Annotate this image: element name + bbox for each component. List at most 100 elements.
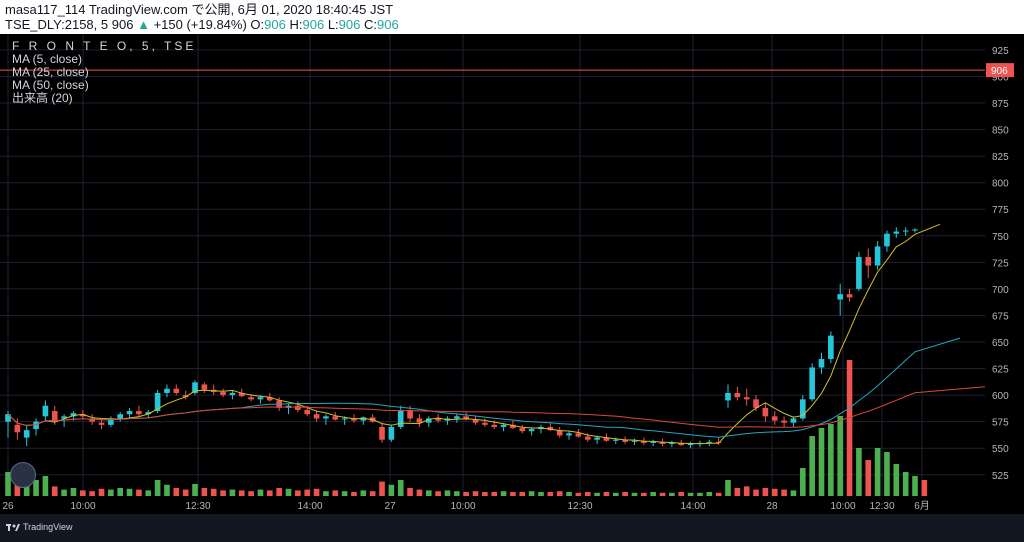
candle-body xyxy=(454,416,460,419)
volume-bar xyxy=(753,489,759,496)
close-label: C: xyxy=(363,17,377,32)
candle-body xyxy=(98,422,105,425)
volume-bar xyxy=(360,490,367,496)
volume-bar xyxy=(267,490,273,496)
volume-bar xyxy=(229,489,236,496)
volume-bar xyxy=(538,492,544,496)
candle-body xyxy=(23,430,30,438)
candle-body xyxy=(771,416,778,421)
candle-body xyxy=(715,441,722,443)
candle-body xyxy=(594,437,600,440)
candle-body xyxy=(725,392,731,401)
volume-bar xyxy=(641,492,647,496)
legend-volume[interactable]: 出来高 (20) xyxy=(12,91,73,105)
candle-body xyxy=(257,397,264,400)
volume-bar xyxy=(697,492,703,496)
up-arrow-icon: ▲ xyxy=(137,17,150,32)
volume-bar xyxy=(603,492,610,496)
volume-bar xyxy=(725,480,731,496)
y-tick-label: 825 xyxy=(992,152,1009,163)
volume-bar xyxy=(584,492,591,496)
candle-body xyxy=(556,430,563,436)
candle-body xyxy=(734,392,741,398)
volume-bar xyxy=(61,489,67,496)
y-tick-label: 675 xyxy=(992,311,1009,322)
candle-body xyxy=(884,233,890,247)
candle-body xyxy=(650,441,656,443)
volume-bar xyxy=(491,492,498,496)
volume-bar xyxy=(846,360,853,496)
candle-body xyxy=(893,231,900,234)
candle-body xyxy=(528,429,535,432)
candle-body xyxy=(267,397,273,401)
candle-body xyxy=(295,405,301,410)
candle-body xyxy=(388,426,395,440)
close-value: 906 xyxy=(376,17,399,32)
candle-body xyxy=(248,397,254,400)
volume-bar xyxy=(762,488,769,496)
volume-bar xyxy=(528,491,535,496)
legend-title: F R O N T E O, 5, TSE xyxy=(12,39,197,53)
candle-body xyxy=(61,416,67,419)
volume-bar xyxy=(33,480,39,496)
chart-background xyxy=(0,34,1024,514)
candle-body xyxy=(659,441,666,444)
volume-bar xyxy=(136,489,142,496)
candle-body xyxy=(743,397,750,400)
volume-bar xyxy=(463,492,469,496)
x-tick-label: 10:00 xyxy=(830,501,855,512)
candle-body xyxy=(164,388,170,393)
volume-bar xyxy=(192,484,198,496)
x-tick-label: 14:00 xyxy=(297,501,322,512)
candlestick-chart[interactable]: 925 900 875 850 825 800 775 750 725 700 675 650 625 6… xyxy=(0,34,1024,514)
candle-body xyxy=(865,257,872,266)
volume-bar xyxy=(482,492,488,496)
candle-body xyxy=(79,414,86,417)
candle-body xyxy=(510,424,516,429)
last-price-badge xyxy=(986,63,1014,78)
x-tick-label: 6月 xyxy=(914,500,930,512)
chart-avatar-icon[interactable] xyxy=(10,462,36,488)
y-tick-label: 650 xyxy=(992,338,1009,349)
candle-body xyxy=(229,392,236,396)
volume-bar xyxy=(678,492,685,496)
volume-bar xyxy=(650,492,656,496)
volume-bar xyxy=(369,491,376,496)
candle-body xyxy=(220,391,226,396)
volume-bar xyxy=(70,488,77,496)
volume-bar xyxy=(51,486,58,496)
candle-body xyxy=(154,392,161,412)
volume-bar xyxy=(884,452,890,496)
x-tick-label: 28 xyxy=(766,501,778,512)
volume-bar xyxy=(323,491,329,496)
x-tick-label: 14:00 xyxy=(680,501,705,512)
volume-bar xyxy=(313,488,320,496)
volume-bar xyxy=(865,460,872,496)
volume-bar xyxy=(425,490,432,496)
legend-ma50[interactable]: MA (50, close) xyxy=(12,78,89,92)
y-tick-label: 800 xyxy=(992,179,1009,190)
volume-bar xyxy=(856,448,862,496)
y-tick-label: 575 xyxy=(992,418,1009,429)
candle-body xyxy=(500,424,507,427)
volume-bar xyxy=(594,492,600,496)
volume-bar xyxy=(818,428,825,496)
candle-body xyxy=(173,388,180,393)
legend-ma25[interactable]: MA (25, close) xyxy=(12,65,89,79)
volume-bar xyxy=(248,491,254,496)
volume-bar xyxy=(622,492,628,496)
chart-header: masa117_114 TradingView.com で公開, 6月 01, … xyxy=(0,0,1024,34)
candle-body xyxy=(89,418,95,422)
candle-body xyxy=(379,426,385,440)
x-tick-label: 10:00 xyxy=(70,501,95,512)
volume-bar xyxy=(612,492,619,496)
volume-bar xyxy=(809,436,815,496)
candle-body xyxy=(612,439,619,441)
volume-bar xyxy=(388,484,395,496)
volume-bar xyxy=(276,488,282,496)
ma50-line xyxy=(7,386,986,428)
legend-ma5[interactable]: MA (5, close) xyxy=(12,52,83,66)
symbol-label: TSE_DLY:2158, 5 xyxy=(5,17,109,32)
candle-body xyxy=(753,399,759,408)
candle-body xyxy=(837,294,844,300)
